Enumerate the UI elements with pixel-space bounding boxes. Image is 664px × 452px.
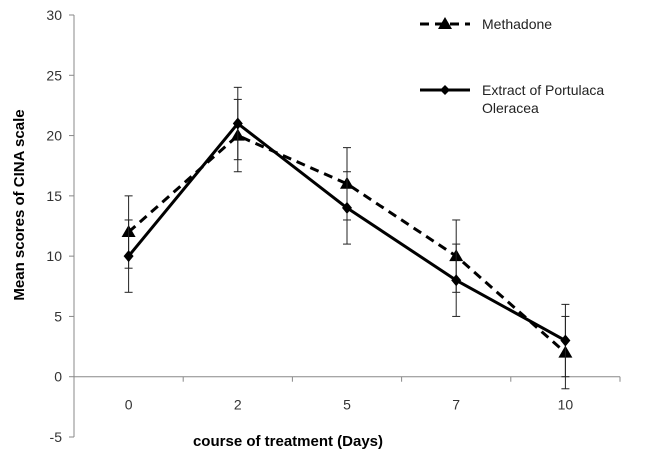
legend-item-extract: Extract of Portulaca Oleracea bbox=[420, 82, 604, 116]
y-tick-label: 0 bbox=[54, 369, 62, 385]
y-axis-ticks: -5 0 5 10 15 20 25 30 bbox=[46, 7, 74, 445]
y-axis-title: Mean scores of CINA scale bbox=[11, 109, 28, 300]
series-1 bbox=[123, 86, 571, 378]
legend-label-methadone: Methadone bbox=[482, 16, 552, 32]
x-axis-ticks: 0 2 5 7 10 bbox=[73, 376, 621, 413]
y-tick-label: 30 bbox=[46, 7, 62, 23]
legend-marker-triangle-icon bbox=[438, 17, 452, 29]
legend-item-methadone: Methadone bbox=[420, 16, 552, 32]
x-tick-label: 10 bbox=[558, 397, 574, 413]
x-tick-label: 0 bbox=[125, 397, 133, 413]
x-tick-label: 7 bbox=[452, 397, 460, 413]
y-tick-label: 15 bbox=[46, 188, 62, 204]
data-point-diamond bbox=[451, 274, 462, 287]
x-tick-label: 2 bbox=[234, 397, 242, 413]
y-tick-label: 5 bbox=[54, 308, 62, 324]
y-tick-label: -5 bbox=[50, 429, 63, 445]
y-tick-label: 20 bbox=[46, 128, 62, 144]
legend-marker-diamond-icon bbox=[440, 85, 450, 95]
legend-label-extract-line2: Oleracea bbox=[482, 100, 539, 116]
data-point-diamond bbox=[232, 117, 243, 130]
x-tick-label: 5 bbox=[343, 397, 351, 413]
data-point-diamond bbox=[123, 250, 134, 263]
legend: Methadone Extract of Portulaca Oleracea bbox=[420, 16, 604, 116]
data-point-diamond bbox=[342, 201, 352, 214]
x-axis-title: course of treatment (Days) bbox=[193, 433, 383, 450]
y-tick-label: 10 bbox=[46, 248, 62, 264]
legend-label-extract-line1: Extract of Portulaca bbox=[482, 82, 604, 98]
y-tick-label: 25 bbox=[46, 67, 62, 83]
series-layer bbox=[121, 86, 573, 390]
data-point-diamond bbox=[560, 334, 571, 347]
